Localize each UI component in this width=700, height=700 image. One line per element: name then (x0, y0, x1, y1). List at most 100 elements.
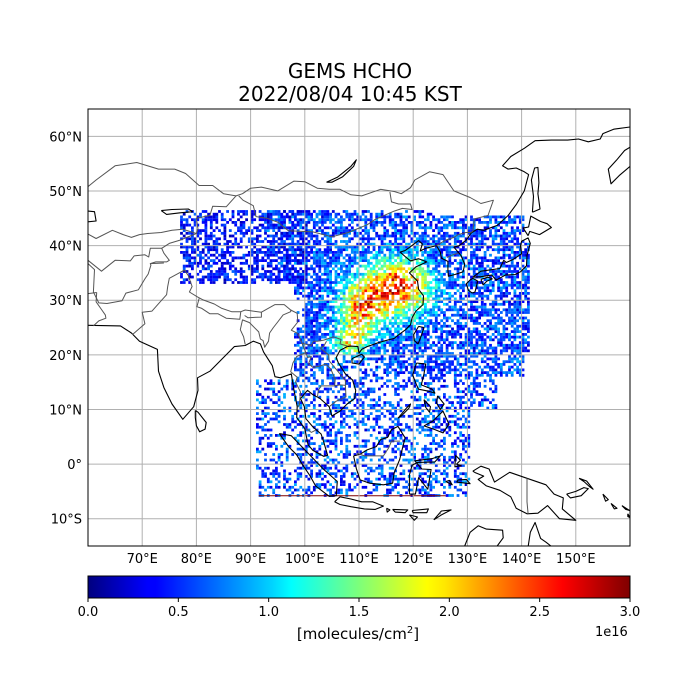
hcho-pixel (294, 420, 297, 424)
hcho-pixel (394, 327, 397, 331)
hcho-pixel (386, 327, 389, 331)
hcho-pixel (513, 302, 517, 306)
hcho-pixel (451, 294, 454, 298)
hcho-pixel (188, 253, 192, 257)
hcho-pixel (508, 264, 511, 268)
hcho-pixel (432, 414, 435, 418)
hcho-pixel (475, 267, 479, 271)
hcho-pixel (451, 283, 454, 287)
hcho-pixel (185, 210, 189, 213)
hcho-pixel (410, 231, 414, 235)
hcho-pixel (394, 253, 397, 257)
hcho-pixel (391, 360, 395, 364)
hcho-pixel (372, 346, 376, 350)
hcho-pixel (340, 281, 343, 284)
hcho-pixel (337, 253, 341, 257)
hcho-pixel (513, 354, 517, 358)
hcho-pixel (483, 253, 487, 257)
hcho-pixel (399, 278, 403, 282)
hcho-pixel (326, 387, 330, 391)
hcho-pixel (480, 338, 484, 342)
hcho-pixel (304, 286, 308, 290)
hcho-pixel (321, 259, 324, 262)
hcho-pixel (434, 324, 438, 328)
hcho-pixel (413, 458, 416, 462)
hcho-pixel (518, 305, 522, 309)
hcho-pixel (394, 406, 397, 410)
hcho-pixel (456, 363, 460, 366)
hcho-pixel (323, 281, 327, 284)
hcho-pixel (405, 278, 408, 282)
hcho-pixel (396, 333, 400, 336)
hcho-pixel (415, 357, 419, 361)
hcho-pixel (429, 461, 433, 465)
hcho-pixel (518, 352, 522, 355)
hcho-pixel (315, 423, 319, 426)
hcho-pixel (318, 267, 322, 271)
hcho-pixel (318, 294, 322, 298)
hcho-pixel (510, 302, 514, 306)
hcho-pixel (499, 297, 503, 301)
hcho-pixel (369, 434, 373, 437)
hcho-pixel (353, 229, 357, 232)
hcho-pixel (429, 365, 433, 369)
hcho-pixel (318, 308, 322, 312)
hcho-pixel (405, 423, 408, 426)
hcho-pixel (302, 371, 305, 374)
hcho-pixel (310, 327, 313, 331)
hcho-pixel (350, 335, 354, 339)
hcho-pixel (342, 483, 346, 486)
hcho-pixel (453, 330, 457, 333)
hcho-pixel (478, 393, 481, 396)
hcho-pixel (429, 242, 433, 246)
hcho-pixel (361, 417, 365, 421)
hcho-pixel (326, 368, 330, 372)
hcho-pixel (489, 218, 492, 222)
hcho-data-layer (180, 210, 530, 497)
hcho-pixel (294, 483, 297, 486)
hcho-pixel (437, 294, 441, 298)
hcho-pixel (334, 264, 338, 268)
hcho-pixel (424, 256, 427, 260)
hcho-pixel (464, 461, 468, 465)
hcho-pixel (302, 294, 305, 298)
hcho-pixel (367, 305, 370, 309)
hcho-pixel (291, 417, 295, 421)
hcho-pixel (494, 363, 498, 366)
hcho-pixel (418, 425, 422, 429)
hcho-pixel (472, 267, 476, 271)
hcho-pixel (375, 466, 379, 470)
hcho-pixel (204, 218, 208, 222)
hcho-pixel (402, 231, 406, 235)
hcho-pixel (310, 341, 313, 344)
hcho-pixel (304, 248, 308, 252)
hcho-pixel (364, 278, 368, 282)
hcho-pixel (505, 335, 509, 339)
hcho-pixel (364, 357, 368, 361)
hcho-pixel (453, 406, 457, 410)
hcho-pixel (505, 253, 509, 257)
hcho-pixel (310, 491, 313, 495)
hcho-pixel (299, 341, 303, 344)
hcho-pixel (272, 401, 276, 404)
hcho-pixel (199, 256, 202, 260)
hcho-pixel (413, 256, 416, 260)
hcho-pixel (345, 453, 349, 456)
hcho-pixel (342, 376, 346, 380)
hcho-pixel (386, 275, 389, 279)
hcho-pixel (443, 417, 446, 421)
hcho-pixel (307, 379, 311, 383)
hcho-pixel (432, 251, 435, 254)
hcho-pixel (353, 253, 357, 257)
hcho-pixel (209, 278, 213, 282)
hcho-pixel (415, 261, 419, 265)
hcho-pixel (378, 477, 381, 481)
hcho-pixel (391, 338, 395, 342)
hcho-pixel (391, 357, 395, 361)
hcho-pixel (464, 256, 468, 260)
hcho-pixel (443, 240, 446, 243)
hcho-pixel (451, 226, 454, 230)
hcho-pixel (391, 384, 395, 388)
hcho-pixel (380, 384, 384, 388)
hcho-pixel (375, 322, 379, 325)
